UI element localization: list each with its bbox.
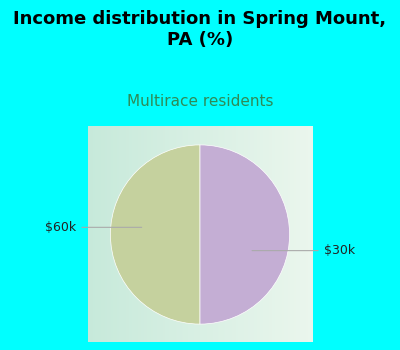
Text: $30k: $30k — [252, 244, 355, 257]
Wedge shape — [200, 145, 290, 324]
Text: Multirace residents: Multirace residents — [127, 94, 273, 110]
Text: Income distribution in Spring Mount,
PA (%): Income distribution in Spring Mount, PA … — [14, 10, 386, 49]
Text: $60k: $60k — [45, 221, 142, 234]
Wedge shape — [110, 145, 200, 324]
